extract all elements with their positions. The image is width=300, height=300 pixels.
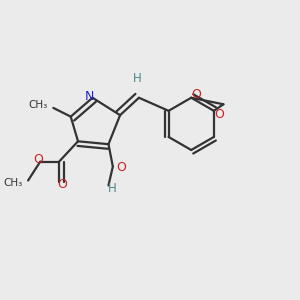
Text: CH₃: CH₃: [4, 178, 23, 188]
Text: O: O: [57, 178, 67, 191]
Text: O: O: [191, 88, 201, 101]
Text: N: N: [85, 90, 94, 103]
Text: O: O: [214, 108, 224, 121]
Text: H: H: [133, 72, 142, 86]
Text: H: H: [108, 182, 116, 195]
Text: CH₃: CH₃: [29, 100, 48, 110]
Text: O: O: [33, 153, 43, 166]
Text: O: O: [117, 161, 127, 175]
